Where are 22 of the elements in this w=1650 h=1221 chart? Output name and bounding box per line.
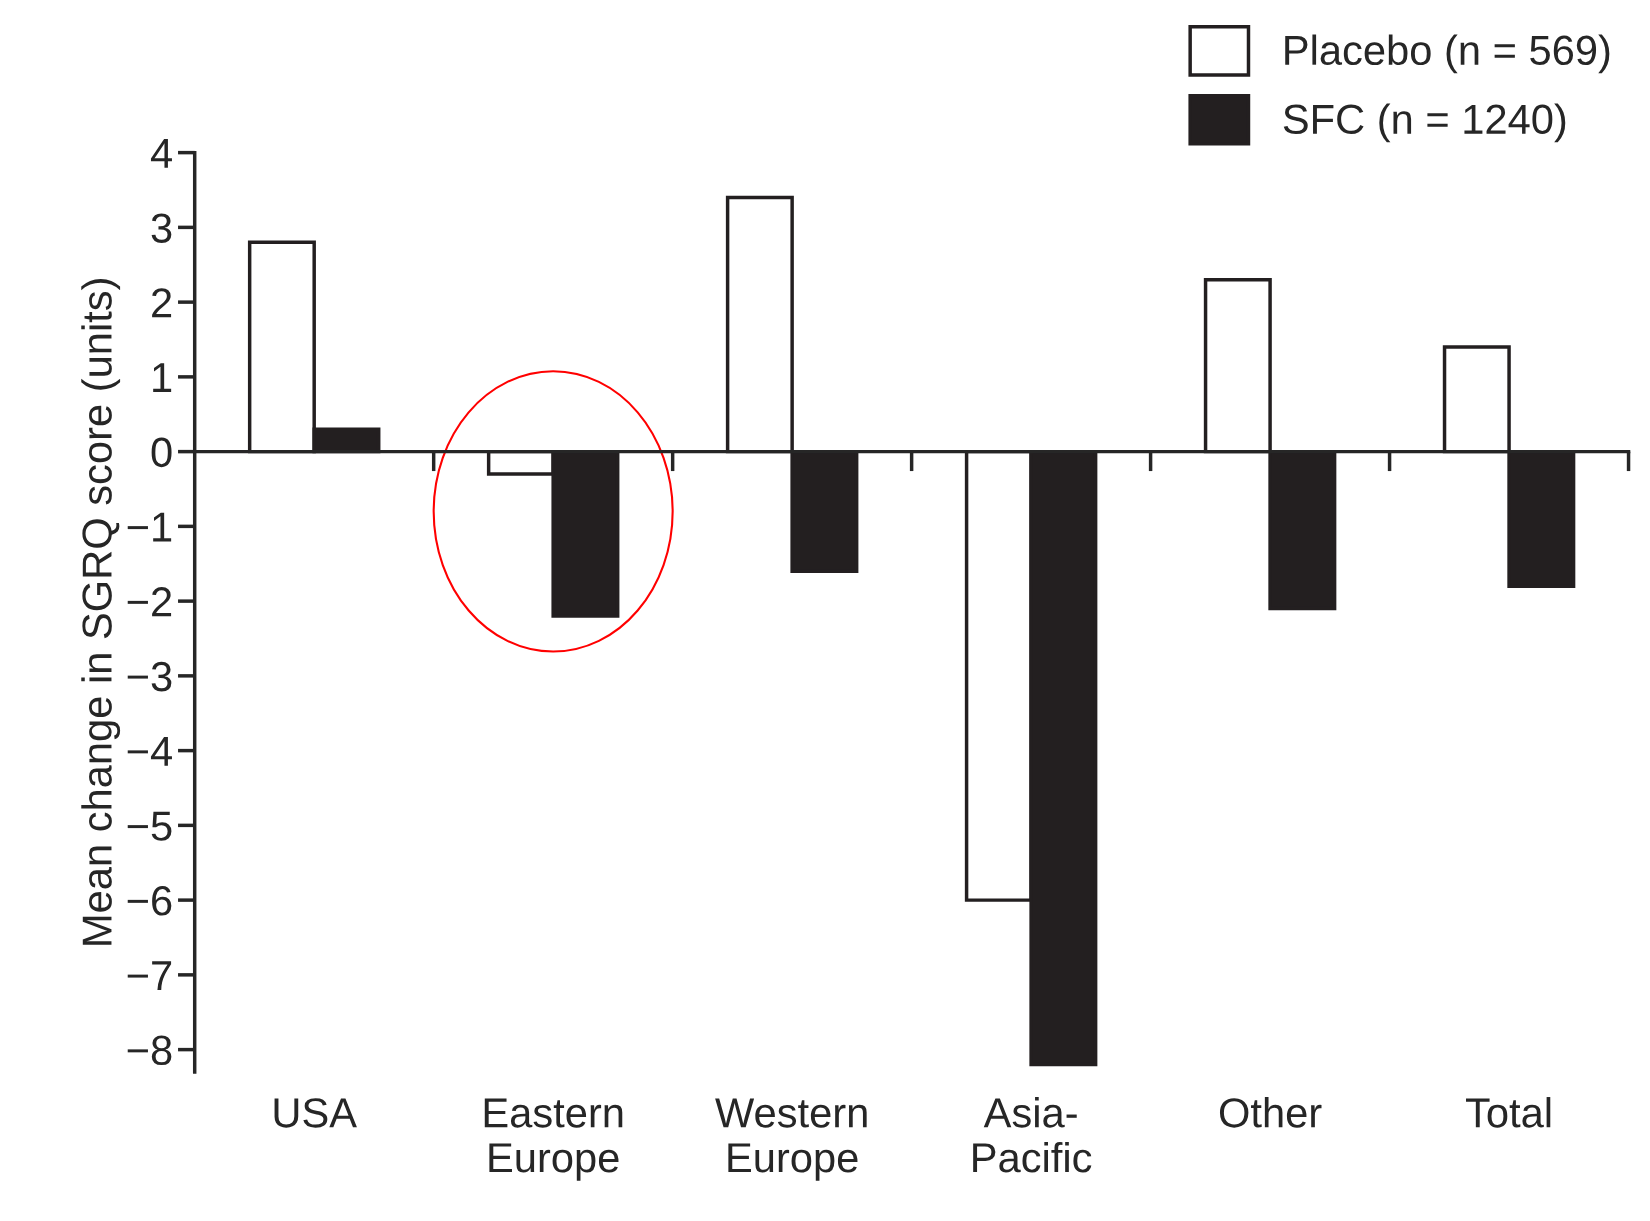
x-tick-label: Other: [1219, 1097, 1322, 1128]
y-tick-label: 3: [151, 213, 172, 243]
y-axis-title: Mean change in SGRQ score (units): [81, 279, 121, 945]
x-tick-label: Western Europe: [715, 1098, 867, 1181]
y-tick-label: −8: [127, 1035, 172, 1066]
y-tick-label: −4: [127, 737, 172, 766]
y-tick-label: 0: [151, 437, 172, 468]
x-tick-label: USA: [274, 1098, 357, 1128]
x-tick-label: Total: [1466, 1097, 1551, 1128]
y-tick-label: −6: [127, 886, 172, 916]
y-tick-label: −7: [127, 961, 172, 990]
x-tick-label: Asia- Pacific: [973, 1097, 1092, 1173]
legend-label: Placebo (n = 569): [1285, 34, 1610, 74]
x-tick-label: Eastern Europe: [484, 1098, 623, 1181]
y-tick-label: −5: [127, 811, 172, 841]
legend-label: SFC (n = 1240): [1283, 103, 1566, 143]
y-tick-label: 1: [153, 363, 172, 392]
y-tick-label: −2: [127, 587, 172, 617]
y-tick-label: 4: [150, 139, 172, 168]
y-tick-label: −3: [127, 661, 172, 692]
y-tick-label: −1: [127, 512, 172, 542]
y-tick-label: 2: [152, 288, 172, 318]
